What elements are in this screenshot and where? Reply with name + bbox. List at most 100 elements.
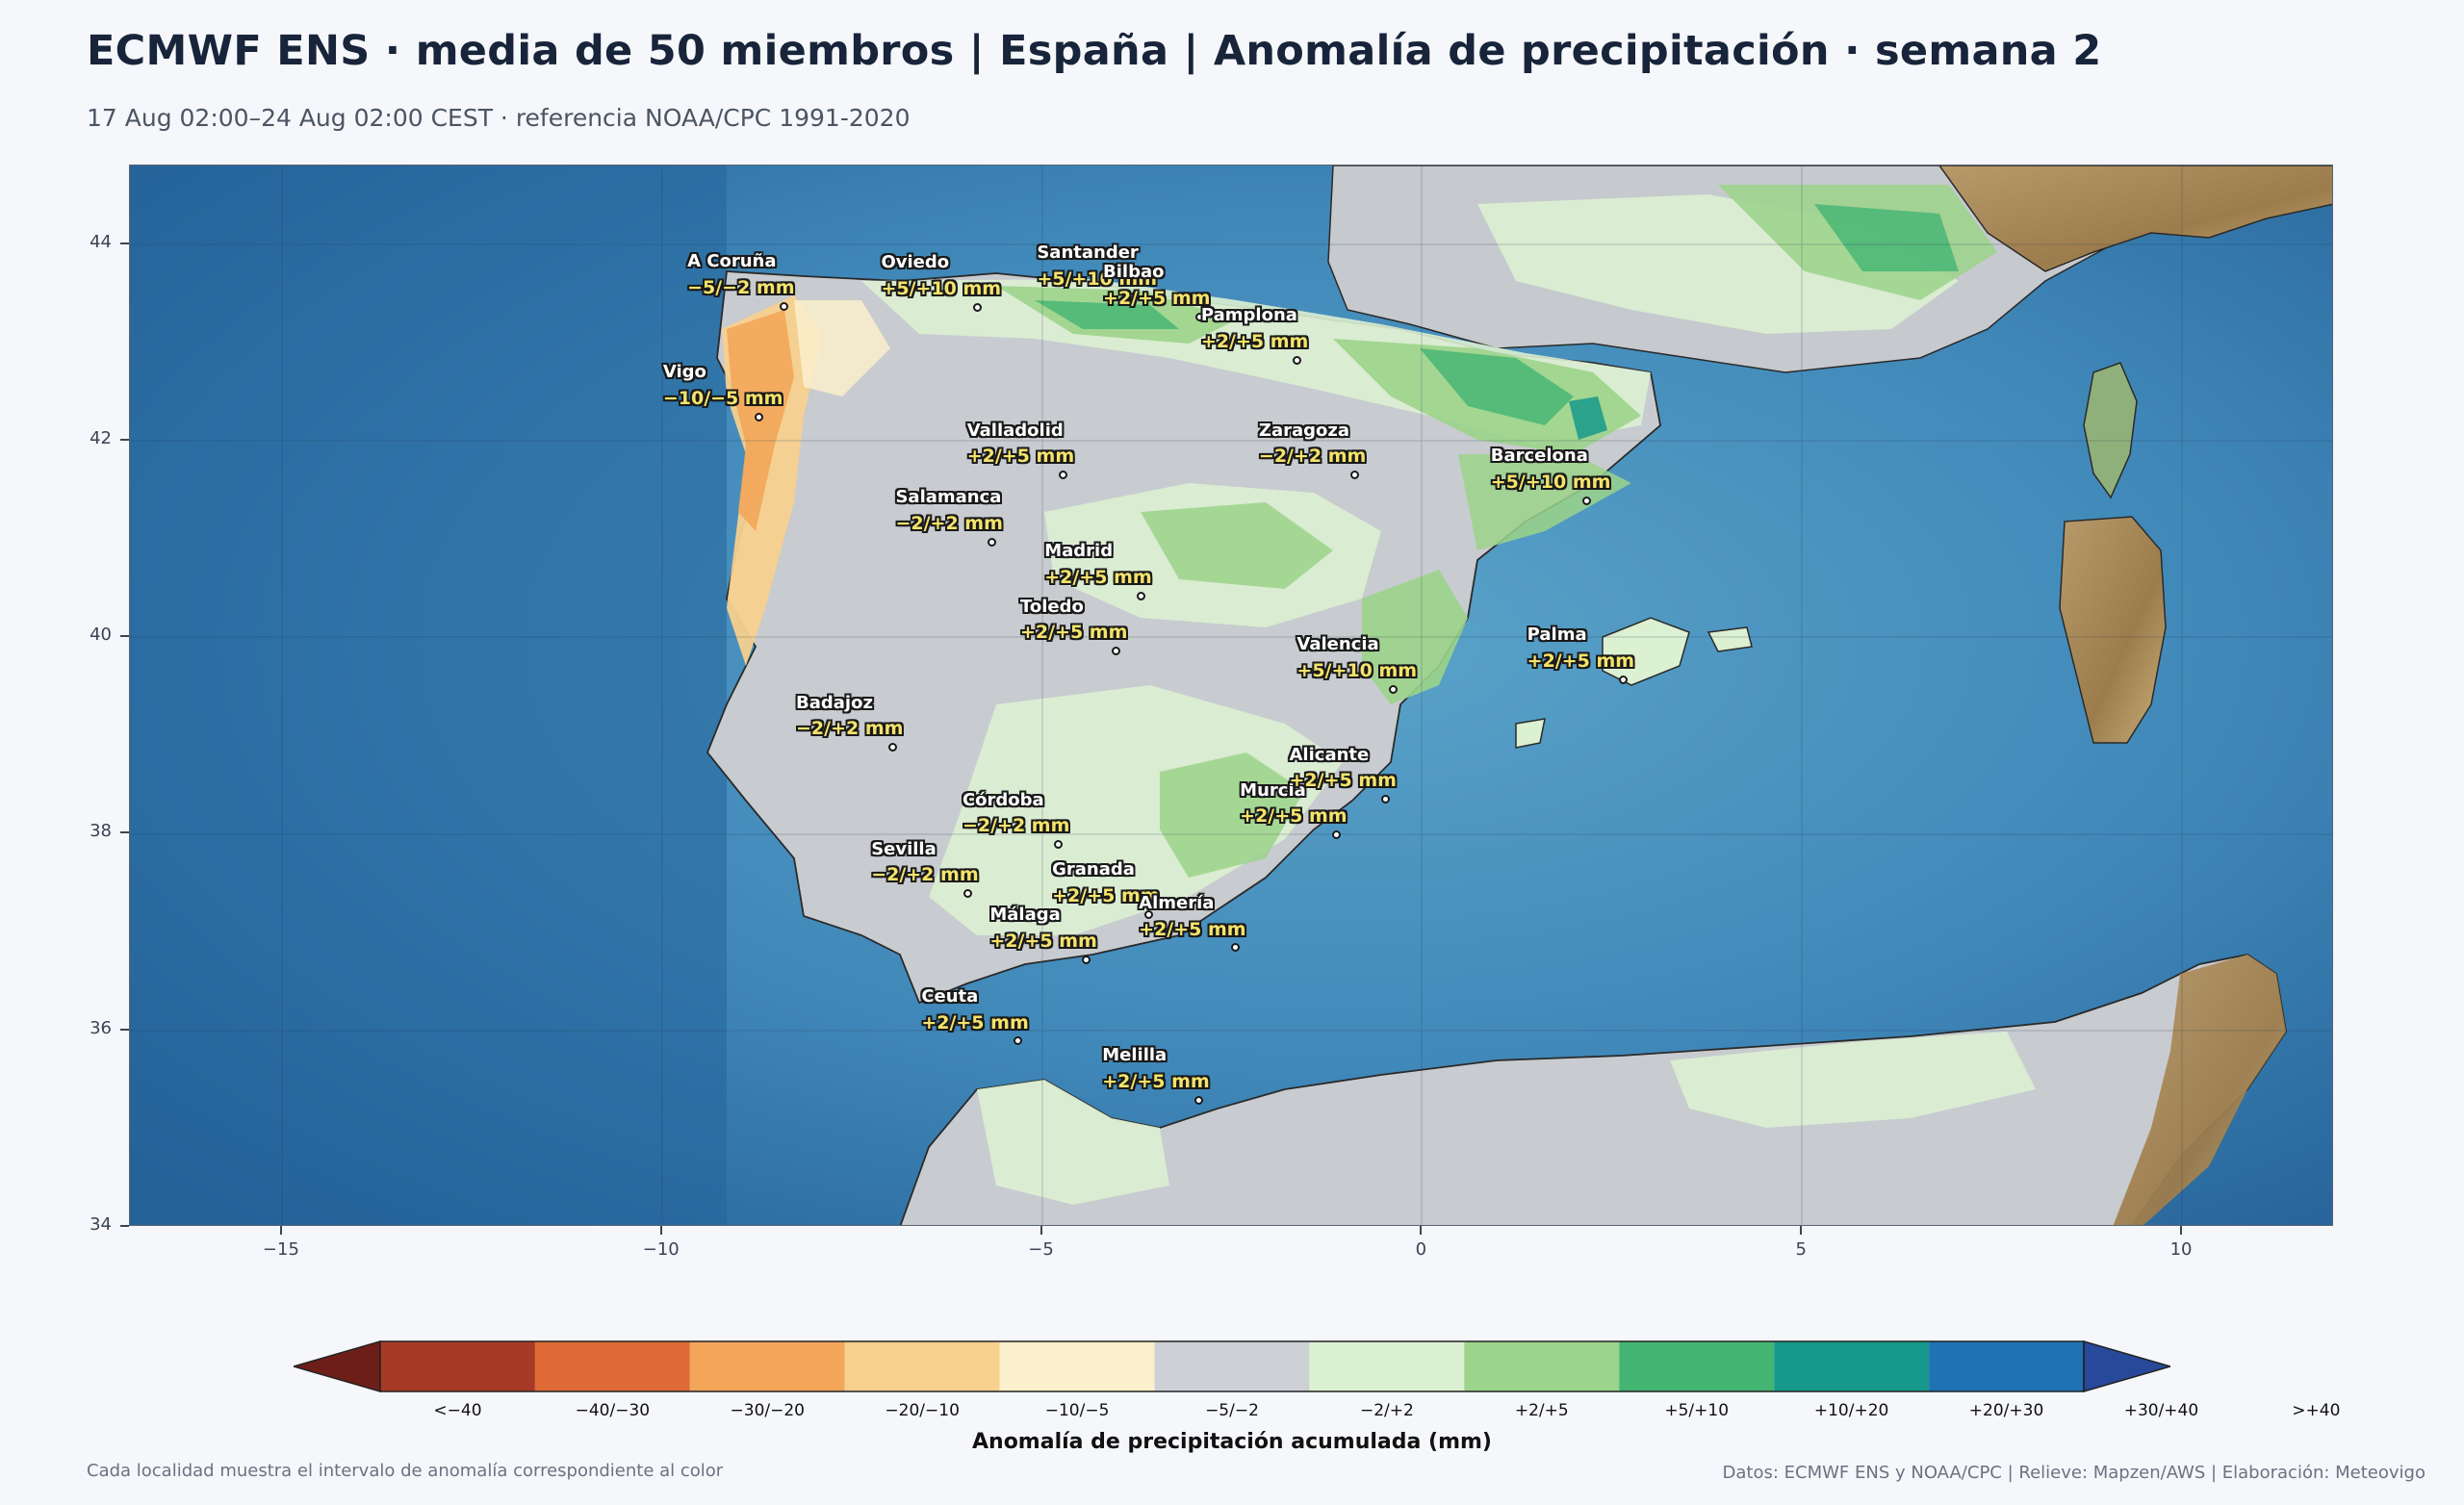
city-anomaly-value: +2/+5 mm bbox=[1527, 650, 1635, 672]
city-marker bbox=[1013, 1036, 1022, 1046]
city-anomaly-value: +2/+5 mm bbox=[1019, 622, 1128, 644]
city-label: Barcelona +5/+10 mm bbox=[1491, 446, 1611, 494]
city-label: Almería +2/+5 mm bbox=[1139, 893, 1246, 941]
colorbar-tick-label: −5/−2 bbox=[1205, 1401, 1259, 1420]
lon-tick-label: 0 bbox=[1415, 1239, 1427, 1260]
city-label: Oviedo +5/+10 mm bbox=[881, 252, 1001, 300]
city-marker bbox=[1054, 840, 1064, 850]
colorbar-tick-label: +20/+30 bbox=[1968, 1401, 2044, 1420]
city-label: Palma +2/+5 mm bbox=[1527, 625, 1634, 673]
city-anomaly-value: +2/+5 mm bbox=[1200, 330, 1309, 352]
city-anomaly-value: +2/+5 mm bbox=[1052, 884, 1160, 906]
city-anomaly-value: +5/+10 mm bbox=[1296, 660, 1418, 682]
colorbar-bin bbox=[380, 1341, 535, 1391]
valencia-green bbox=[1362, 570, 1468, 704]
map-panel: A Coruña −5/−2 mm Oviedo +5/+10 mm Santander… bbox=[129, 165, 2333, 1226]
page-title: ECMWF ENS · media de 50 miembros | Españ… bbox=[87, 27, 2102, 75]
colorbar-tick-label: +5/+10 bbox=[1664, 1401, 1730, 1420]
city-name: Toledo bbox=[1019, 596, 1084, 617]
lon-tick-label: −5 bbox=[1028, 1239, 1054, 1260]
city-marker bbox=[1230, 943, 1240, 953]
city-label: Santander +5/+10 mm bbox=[1037, 242, 1157, 291]
city-label: Melilla +2/+5 mm bbox=[1102, 1046, 1209, 1093]
city-label: Zaragoza −2/+2 mm bbox=[1259, 421, 1366, 469]
colorbar-tick-label: +10/+20 bbox=[1813, 1401, 1889, 1420]
city-anomaly-value: +2/+5 mm bbox=[1103, 287, 1211, 309]
city-name: Málaga bbox=[989, 905, 1061, 926]
lat-tick-mark bbox=[120, 1225, 129, 1227]
city-marker bbox=[1194, 312, 1204, 321]
city-anomaly-value: +2/+5 mm bbox=[1139, 918, 1246, 940]
colorbar-bin bbox=[1619, 1341, 1775, 1391]
city-anomaly-value: +2/+5 mm bbox=[989, 930, 1097, 952]
city-name: Granada bbox=[1052, 859, 1135, 880]
colorbar-tick-label: <−40 bbox=[433, 1401, 482, 1420]
colorbar-bin bbox=[1309, 1341, 1465, 1391]
city-marker bbox=[1143, 909, 1153, 919]
city-name: Ceuta bbox=[921, 985, 979, 1007]
colorbar-bin bbox=[1929, 1341, 2084, 1391]
city-name: Palma bbox=[1527, 625, 1587, 646]
pyrenees-peak bbox=[1569, 396, 1607, 440]
city-name: Zaragoza bbox=[1258, 420, 1350, 441]
lon-tick-label: 5 bbox=[1795, 1239, 1807, 1260]
colorbar-bin bbox=[1464, 1341, 1620, 1391]
city-marker bbox=[1350, 471, 1360, 480]
lat-tick-mark bbox=[120, 1028, 129, 1031]
colorbar-extend-high bbox=[2083, 1340, 2170, 1392]
africa-green-2 bbox=[1670, 1032, 2036, 1128]
city-marker bbox=[972, 302, 982, 312]
colorbar-tick-label: >+40 bbox=[2292, 1401, 2341, 1420]
lon-tick-label: −10 bbox=[642, 1239, 680, 1260]
city-anomaly-value: −2/+2 mm bbox=[895, 512, 1003, 534]
colorbar bbox=[294, 1340, 2170, 1392]
city-marker bbox=[987, 537, 996, 547]
city-anomaly-value: −2/+2 mm bbox=[871, 864, 979, 886]
ibiza-island bbox=[1515, 718, 1546, 749]
city-marker bbox=[887, 743, 897, 752]
city-anomaly-value: +5/+10 mm bbox=[1037, 268, 1157, 290]
city-marker bbox=[962, 889, 972, 899]
map-canvas bbox=[130, 166, 2332, 1225]
colorbar-bin bbox=[999, 1341, 1155, 1391]
city-name: Pamplona bbox=[1200, 305, 1297, 326]
city-name: Bilbao bbox=[1103, 262, 1165, 283]
city-marker bbox=[1081, 955, 1091, 964]
city-name: Alicante bbox=[1289, 744, 1370, 765]
city-marker bbox=[1619, 675, 1629, 684]
city-marker bbox=[755, 412, 764, 421]
city-name: Valladolid bbox=[966, 420, 1064, 441]
colorbar-outline bbox=[379, 1340, 2085, 1392]
city-marker bbox=[1293, 355, 1302, 365]
france-green-3 bbox=[1814, 204, 1959, 271]
city-label: Pamplona +2/+5 mm bbox=[1201, 306, 1308, 353]
city-anomaly-value: −5/−2 mm bbox=[687, 276, 795, 298]
colorbar-tick-label: −2/+2 bbox=[1359, 1401, 1414, 1420]
lon-tick-label: 10 bbox=[2169, 1239, 2193, 1260]
city-marker bbox=[1194, 1095, 1203, 1105]
city-marker bbox=[1381, 795, 1390, 804]
alps-relief bbox=[1938, 166, 2332, 272]
footer-note: Cada localidad muestra el intervalo de a… bbox=[87, 1461, 724, 1481]
city-label: Ceuta +2/+5 mm bbox=[921, 985, 1028, 1034]
colorbar-bin bbox=[534, 1341, 690, 1391]
city-label: A Coruña −5/−2 mm bbox=[687, 251, 795, 299]
tunisia-relief bbox=[2113, 955, 2286, 1225]
city-marker bbox=[779, 301, 788, 311]
city-label: Toledo +2/+5 mm bbox=[1019, 596, 1128, 645]
lat-tick-mark bbox=[120, 831, 129, 834]
city-label: Bilbao +2/+5 mm bbox=[1103, 263, 1210, 310]
mallorca-island bbox=[1602, 617, 1690, 686]
lat-tick-mark bbox=[120, 635, 129, 638]
city-name: Oviedo bbox=[881, 252, 950, 273]
south-mid-green bbox=[1160, 752, 1304, 878]
city-name: A Coruña bbox=[687, 251, 777, 272]
city-name: Melilla bbox=[1102, 1045, 1168, 1066]
city-anomaly-value: −2/+2 mm bbox=[796, 718, 904, 740]
city-label: Málaga +2/+5 mm bbox=[989, 906, 1096, 953]
city-name: Santander bbox=[1037, 242, 1139, 263]
city-label: Madrid +2/+5 mm bbox=[1044, 542, 1151, 589]
atlantic-deep bbox=[130, 166, 727, 1225]
lon-tick-mark bbox=[659, 1226, 662, 1235]
colorbar-tick-label: −30/−20 bbox=[730, 1401, 805, 1420]
